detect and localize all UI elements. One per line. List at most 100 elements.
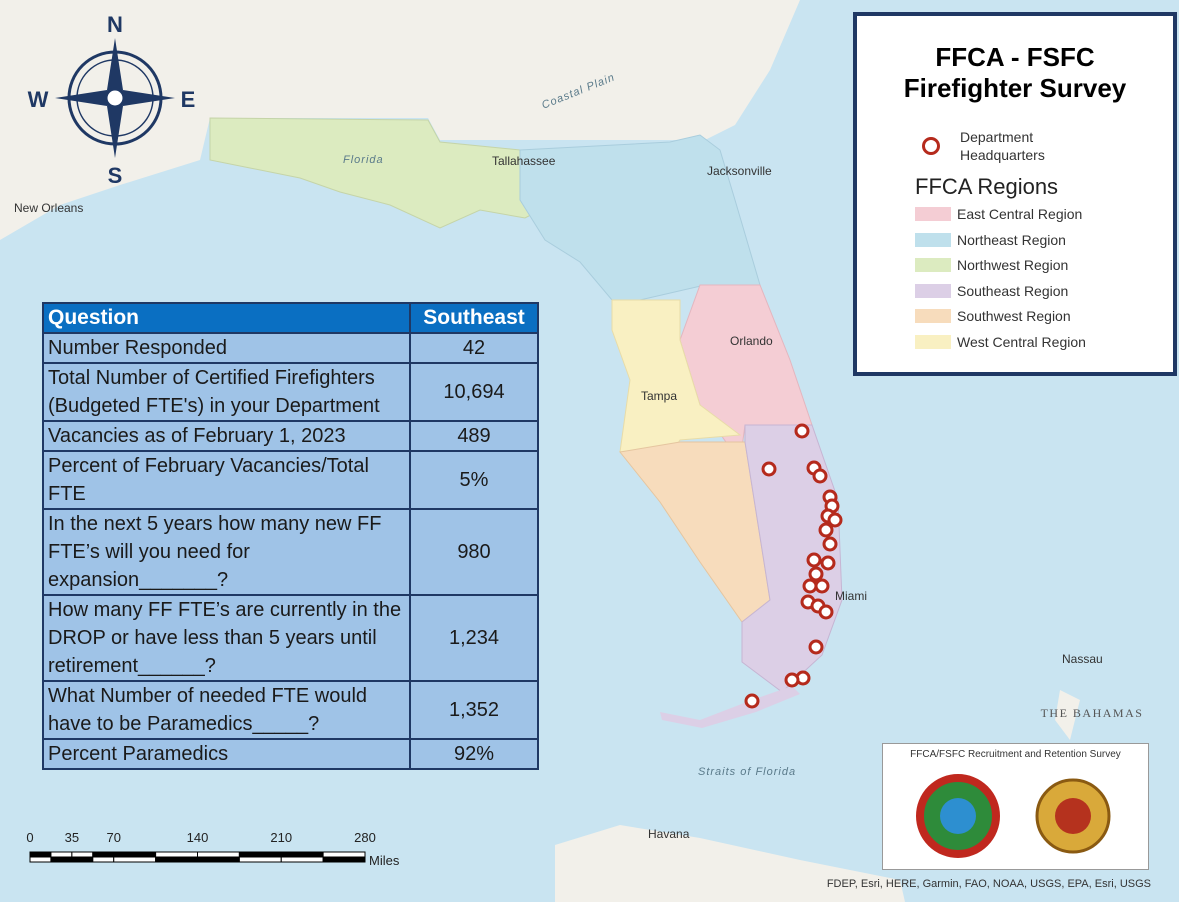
logo-box: FFCA/FSFC Recruitment and Retention Surv… [882, 743, 1149, 870]
scale-segment [322, 851, 366, 858]
region-entry: Northeast Region [915, 232, 1066, 248]
hq-marker [761, 461, 777, 477]
map-label: Orlando [730, 334, 773, 348]
hq-marker [818, 522, 834, 538]
scale-bar: 0 35 70 140 210 280 Miles [26, 830, 399, 868]
region-entry: Southwest Region [915, 308, 1071, 324]
region [660, 686, 800, 728]
region-name: Northwest Region [957, 257, 1069, 274]
scale-segment [50, 856, 73, 863]
region-entry: Southeast Region [915, 283, 1068, 299]
region [519, 134, 761, 301]
region-name: East Central Region [957, 206, 1083, 222]
region [619, 441, 771, 623]
scale-tick-label: 210 [270, 830, 292, 845]
table-cell: 5% [409, 450, 539, 510]
region-swatch [915, 309, 951, 324]
table-cell: 980 [409, 508, 539, 596]
header-row: Question Southeast [42, 302, 539, 334]
logo-title: FFCA/FSFC Recruitment and Retention Surv… [910, 749, 1121, 760]
header-cell: Southeast [409, 302, 539, 334]
scale-unit: Miles [369, 853, 400, 868]
hq-marker [812, 468, 828, 484]
survey-table: Question Southeast Number Responded 42 Total… [42, 302, 539, 770]
map-label: Florida [343, 154, 384, 166]
hq-marker [808, 639, 824, 655]
region-name: Southwest Region [957, 308, 1071, 325]
table-cell: Percent Paramedics [42, 738, 411, 770]
header-cell: Question [42, 302, 411, 334]
hq-marker [818, 604, 834, 620]
hq-symbol [922, 137, 940, 155]
scale-segment [29, 851, 52, 858]
hq-marker [822, 536, 838, 552]
attribution: FDEP, Esri, HERE, Garmin, FAO, NOAA, USG… [826, 878, 1151, 890]
table-cell: Total Number of Certified Firefighters (… [42, 362, 411, 422]
logos [916, 774, 1111, 858]
table-row: Vacancies as of February 1, 2023 489 [42, 420, 539, 452]
map-label: Miami [835, 589, 867, 603]
map-label: New Orleans [14, 201, 83, 215]
region [611, 299, 742, 473]
map-label: THE BAHAMAS [1041, 706, 1144, 720]
hq-markers [744, 423, 843, 709]
table-row: What Number of needed FTE would have to … [42, 680, 539, 740]
land [1055, 690, 1080, 740]
region-swatch [915, 335, 951, 349]
table-cell: 10,694 [409, 362, 539, 422]
table-row: Total Number of Certified Firefighters (… [42, 362, 539, 422]
hq-marker [820, 555, 836, 571]
scale-tick-label: 280 [354, 830, 376, 845]
scale-tick-label: 70 [107, 830, 121, 845]
table-cell: 1,234 [409, 594, 539, 682]
legend: FFCA - FSFC Firefighter Survey Departmen… [853, 12, 1177, 376]
land [0, 0, 800, 240]
region-swatch [915, 258, 951, 273]
hq-marker [814, 578, 830, 594]
table-row: In the next 5 years how many new FF FTE’… [42, 508, 539, 596]
table-row: Percent of February Vacancies/Total FTE 5… [42, 450, 539, 510]
map-label: Havana [648, 827, 690, 841]
table-cell: What Number of needed FTE would have to … [42, 680, 411, 740]
hq-marker [802, 578, 818, 594]
region-entry: West Central Region [915, 334, 1086, 350]
scale-tick-label: 35 [65, 830, 79, 845]
table-row: Percent Paramedics 92% [42, 738, 539, 770]
scale-segment [280, 851, 324, 858]
scale-segment [155, 856, 198, 863]
region-name: Northeast Region [957, 231, 1066, 248]
table-cell: 42 [409, 332, 539, 364]
region-entry: East Central Region [915, 206, 1082, 222]
table-cell: 489 [409, 420, 539, 452]
region [209, 117, 561, 229]
hq-marker [827, 512, 843, 528]
land [555, 825, 905, 902]
compass: N S W E [28, 12, 196, 188]
hq-label: Department Headquarters [960, 129, 1045, 163]
hq-marker [806, 552, 822, 568]
scale-tick-label: 0 [26, 830, 33, 845]
table-cell: 92% [409, 738, 539, 770]
table-row: How many FF FTE’s are currently in the D… [42, 594, 539, 682]
map-label: Tampa [641, 389, 677, 403]
region-entry: Northwest Region [915, 257, 1068, 273]
legend-title: FFCA - FSFC Firefighter Survey [903, 42, 1127, 103]
scale-segment [238, 856, 282, 863]
map-label: Jacksonville [707, 164, 772, 178]
region-name: Southeast Region [957, 282, 1069, 299]
compass-s: S [108, 163, 123, 188]
table-cell: How many FF FTE’s are currently in the D… [42, 594, 411, 682]
scale-segment [238, 851, 282, 858]
table-cell: Percent of February Vacancies/Total FTE [42, 450, 411, 510]
compass-n: N [107, 12, 123, 37]
compass-e: E [181, 87, 196, 112]
table-row: Number Responded 42 [42, 332, 539, 364]
scale-segment [29, 856, 52, 863]
hq-marker [794, 423, 810, 439]
scale-segment [322, 856, 366, 863]
region-swatch [915, 232, 951, 247]
scale-segment [92, 851, 115, 858]
scale-segment [197, 851, 240, 858]
hq-marker [808, 566, 824, 582]
